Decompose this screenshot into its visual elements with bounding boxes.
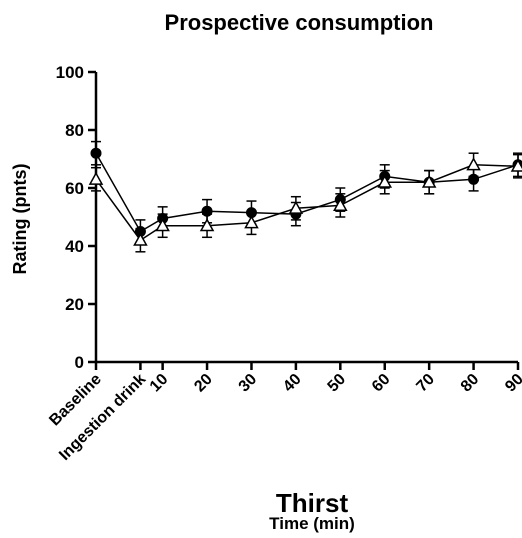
data-point-triangle <box>155 218 170 232</box>
x-tick-label: 10 <box>147 371 172 396</box>
y-tick-label: 60 <box>65 179 84 198</box>
y-tick-label: 0 <box>75 353 84 372</box>
y-axis-label: Rating (pnts) <box>10 164 30 275</box>
series-1 <box>90 140 522 244</box>
data-point-triangle <box>510 158 522 172</box>
data-point-triangle <box>244 215 259 229</box>
y-tick-label: 20 <box>65 295 84 314</box>
x-axis-label-main: Thirst <box>276 488 349 518</box>
data-point-triangle <box>133 232 148 246</box>
data-point-triangle <box>466 157 481 171</box>
y-tick-label: 100 <box>56 63 84 82</box>
data-point-triangle <box>88 171 104 185</box>
data-point-triangle <box>288 200 304 214</box>
x-tick-label: 90 <box>502 371 522 396</box>
x-tick-label: 20 <box>191 371 216 396</box>
x-tick-label: 30 <box>236 371 261 396</box>
data-point-triangle <box>421 174 437 188</box>
y-tick-label: 80 <box>65 121 84 140</box>
chart-title: Prospective consumption <box>165 10 434 35</box>
x-tick-label: 40 <box>280 371 305 396</box>
data-point-triangle <box>199 218 215 232</box>
data-point-circle <box>90 147 102 159</box>
x-tick-label: 50 <box>325 371 350 396</box>
x-tick-label: 80 <box>458 371 483 396</box>
data-point-triangle <box>377 174 393 188</box>
plot-area <box>88 140 522 253</box>
series-2 <box>88 152 522 253</box>
data-point-triangle <box>333 197 348 211</box>
x-tick-label: 60 <box>369 371 394 396</box>
y-tick-label: 40 <box>65 237 84 256</box>
x-tick-label: 70 <box>413 371 438 396</box>
x-axis-label-sub: Time (min) <box>269 514 355 533</box>
